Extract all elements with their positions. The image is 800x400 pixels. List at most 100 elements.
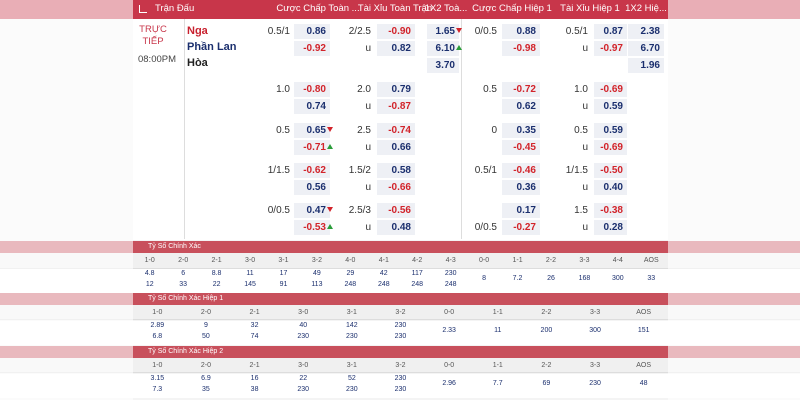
column-header[interactable]: Tài Xỉu Toàn Trận (357, 3, 433, 14)
odds-cell[interactable] (377, 180, 415, 195)
odds-cell[interactable] (502, 99, 540, 114)
score-odds[interactable]: 33 (179, 281, 188, 288)
odds-cell[interactable] (502, 203, 540, 218)
column-header[interactable]: Cược Chấp Hiệp 1 (472, 3, 552, 14)
score-odds[interactable]: 230 (394, 375, 407, 382)
score-odds[interactable]: 4.8 (144, 270, 155, 277)
odds-cell[interactable] (377, 123, 415, 138)
score-odds[interactable]: 7.2 (512, 275, 523, 282)
score-odds[interactable]: 11 (246, 270, 254, 277)
score-odds[interactable]: 32 (250, 322, 259, 329)
score-odds[interactable]: 3.15 (150, 375, 165, 382)
odds-cell[interactable] (594, 163, 627, 178)
odds-cell[interactable] (502, 24, 540, 39)
score-odds[interactable]: 42 (379, 270, 388, 277)
odds-cell[interactable] (502, 82, 540, 97)
score-odds[interactable]: 113 (311, 281, 323, 288)
score-odds[interactable]: 91 (279, 281, 288, 288)
score-odds[interactable]: 11 (494, 327, 502, 334)
score-odds[interactable]: 29 (346, 270, 355, 277)
score-odds[interactable]: 230 (346, 386, 358, 393)
column-header[interactable]: 1X2 Toà... (424, 3, 468, 14)
odds-cell[interactable] (294, 180, 330, 195)
odds-cell[interactable] (377, 41, 415, 56)
score-odds[interactable]: 69 (542, 380, 551, 387)
odds-cell[interactable] (502, 140, 540, 155)
odds-cell[interactable] (294, 163, 330, 178)
score-odds[interactable]: 8.8 (211, 270, 222, 277)
odds-cell[interactable] (594, 123, 627, 138)
score-odds[interactable]: 230 (444, 270, 457, 277)
odds-cell[interactable] (377, 203, 415, 218)
score-odds[interactable]: 49 (313, 270, 321, 277)
score-odds[interactable]: 230 (346, 333, 358, 340)
score-odds[interactable]: 50 (202, 333, 210, 340)
odds-cell[interactable] (294, 220, 330, 235)
score-odds[interactable]: 248 (377, 281, 390, 288)
score-odds[interactable]: 248 (344, 281, 357, 288)
odds-cell[interactable] (377, 99, 415, 114)
score-odds[interactable]: 230 (394, 333, 407, 340)
score-odds[interactable]: 142 (346, 322, 358, 329)
score-odds[interactable]: 248 (411, 281, 424, 288)
score-odds[interactable]: 6.8 (152, 333, 163, 340)
score-odds[interactable]: 7.3 (152, 386, 163, 393)
score-odds[interactable]: 230 (394, 386, 407, 393)
score-odds[interactable]: 22 (212, 281, 221, 288)
odds-cell[interactable] (377, 220, 415, 235)
score-odds[interactable]: 17 (279, 270, 288, 277)
score-odds[interactable]: 52 (347, 375, 356, 382)
odds-cell[interactable] (294, 99, 330, 114)
odds-cell[interactable] (294, 82, 330, 97)
score-odds[interactable]: 117 (411, 270, 423, 277)
score-odds[interactable]: 230 (297, 386, 310, 393)
column-header[interactable]: Tài Xỉu Hiệp 1 (560, 3, 620, 14)
odds-cell[interactable] (594, 41, 627, 56)
odds-cell[interactable] (427, 58, 459, 73)
odds-cell[interactable] (427, 41, 459, 56)
score-odds[interactable]: 151 (637, 327, 650, 334)
score-odds[interactable]: 38 (250, 386, 259, 393)
odds-cell[interactable] (377, 140, 415, 155)
score-odds[interactable]: 6 (181, 270, 186, 277)
odds-cell[interactable] (594, 99, 627, 114)
score-odds[interactable]: 168 (578, 275, 591, 282)
score-odds[interactable]: 6.9 (201, 375, 211, 382)
odds-cell[interactable] (594, 140, 627, 155)
odds-cell[interactable] (502, 123, 540, 138)
column-header[interactable]: Cược Chấp Toàn ... (276, 3, 360, 14)
score-odds[interactable]: 230 (589, 380, 601, 387)
score-odds[interactable]: 2.96 (442, 380, 456, 387)
score-odds[interactable]: 7.7 (492, 380, 503, 387)
score-odds[interactable]: 74 (250, 333, 259, 340)
odds-cell[interactable] (502, 220, 540, 235)
odds-cell[interactable] (594, 24, 627, 39)
score-odds[interactable]: 8 (482, 275, 487, 282)
odds-cell[interactable] (294, 24, 330, 39)
score-odds[interactable]: 35 (202, 386, 210, 393)
score-odds[interactable]: 145 (244, 281, 256, 288)
score-odds[interactable]: 230 (297, 333, 310, 340)
score-odds[interactable]: 300 (589, 327, 601, 334)
odds-cell[interactable] (427, 24, 459, 39)
odds-cell[interactable] (294, 123, 330, 138)
odds-cell[interactable] (377, 163, 415, 178)
odds-cell[interactable] (502, 41, 540, 56)
odds-cell[interactable] (594, 203, 627, 218)
column-header[interactable]: 1X2 Hiệ... (625, 3, 667, 14)
odds-cell[interactable] (502, 180, 540, 195)
odds-cell[interactable] (594, 180, 627, 195)
score-odds[interactable]: 22 (299, 375, 308, 382)
odds-cell[interactable] (502, 163, 540, 178)
score-odds[interactable]: 16 (250, 375, 259, 382)
score-odds[interactable]: 40 (299, 322, 308, 329)
score-odds[interactable]: 9 (203, 322, 208, 329)
score-odds[interactable]: 26 (547, 275, 555, 282)
odds-cell[interactable] (594, 220, 627, 235)
score-odds[interactable]: 230 (394, 322, 407, 329)
score-odds[interactable]: 300 (612, 275, 624, 282)
score-odds[interactable]: 2.89 (150, 322, 165, 329)
odds-cell[interactable] (294, 203, 330, 218)
score-odds[interactable]: 2.33 (442, 327, 456, 334)
odds-cell[interactable] (628, 58, 664, 73)
